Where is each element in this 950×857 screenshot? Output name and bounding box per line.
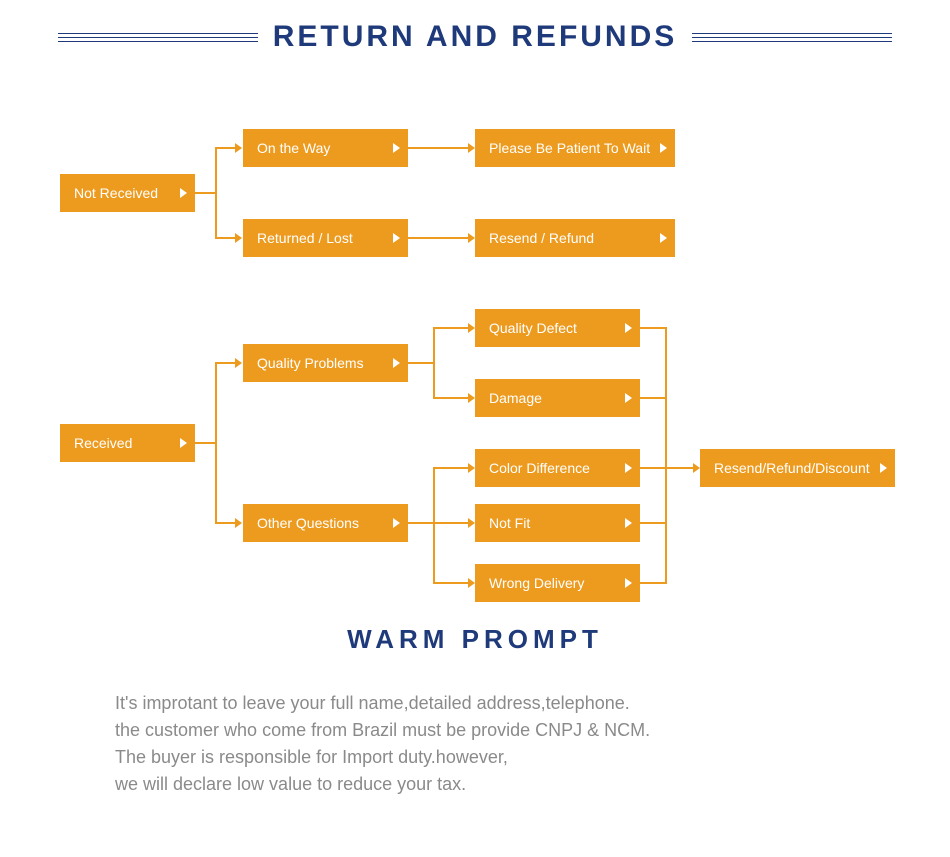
warm-line: The buyer is responsible for Import duty… [115,747,508,767]
arrow-icon [468,233,475,243]
arrow-icon [235,358,242,368]
connector [195,442,215,444]
arrow-icon [468,518,475,528]
warm-line: It's improtant to leave your full name,d… [115,693,630,713]
node-quality_prob: Quality Problems [243,344,408,382]
connector [433,397,468,399]
connector [640,522,665,524]
connector [215,147,235,149]
arrow-icon [693,463,700,473]
warm-title: WARM PROMPT [0,624,950,655]
warm-line: the customer who come from Brazil must b… [115,720,650,740]
node-other_q: Other Questions [243,504,408,542]
arrow-icon [468,578,475,588]
arrow-icon [660,233,667,243]
arrow-icon [393,358,400,368]
arrow-icon [468,143,475,153]
connector [195,192,215,194]
warm-prompt-section: WARM PROMPT It's improtant to leave your… [0,624,950,798]
arrow-icon [660,143,667,153]
connector [665,467,693,469]
connector [433,327,468,329]
arrow-icon [393,143,400,153]
connector [665,327,667,584]
arrow-icon [625,323,632,333]
node-damage: Damage [475,379,640,417]
node-please_wait: Please Be Patient To Wait [475,129,675,167]
connector [433,327,435,397]
arrow-icon [235,518,242,528]
arrow-icon [393,518,400,528]
arrow-icon [625,518,632,528]
connector [433,522,468,524]
connector [433,467,468,469]
connector [408,522,433,524]
arrow-icon [468,323,475,333]
connector [408,362,433,364]
node-color_diff: Color Difference [475,449,640,487]
node-on_the_way: On the Way [243,129,408,167]
connector [215,362,217,522]
connector [408,237,468,239]
connector [433,582,468,584]
connector [640,467,665,469]
arrow-icon [468,393,475,403]
arrow-icon [625,463,632,473]
arrow-icon [468,463,475,473]
node-received: Received [60,424,195,462]
connector [215,522,235,524]
connector [215,362,235,364]
header-lines-left [58,33,258,42]
node-resend_refund: Resend / Refund [475,219,675,257]
connector [215,237,235,239]
connector [433,467,435,582]
header-title: RETURN AND REFUNDS [273,20,678,54]
arrow-icon [393,233,400,243]
node-not_received: Not Received [60,174,195,212]
connector [640,397,665,399]
arrow-icon [235,233,242,243]
arrow-icon [235,143,242,153]
arrow-icon [180,438,187,448]
connector [640,327,665,329]
node-returned_lost: Returned / Lost [243,219,408,257]
header: RETURN AND REFUNDS [0,0,950,54]
flowchart: Not Received On the Way Returned / Lost Ple… [0,54,950,594]
connector [640,582,665,584]
node-wrong_del: Wrong Delivery [475,564,640,602]
warm-line: we will declare low value to reduce your… [115,774,466,794]
arrow-icon [880,463,887,473]
header-lines-right [692,33,892,42]
arrow-icon [625,393,632,403]
node-quality_defect: Quality Defect [475,309,640,347]
warm-body: It's improtant to leave your full name,d… [115,690,835,798]
connector [408,147,468,149]
arrow-icon [180,188,187,198]
node-resend_refund_disc: Resend/Refund/Discount [700,449,895,487]
node-not_fit: Not Fit [475,504,640,542]
connector [215,147,217,237]
arrow-icon [625,578,632,588]
